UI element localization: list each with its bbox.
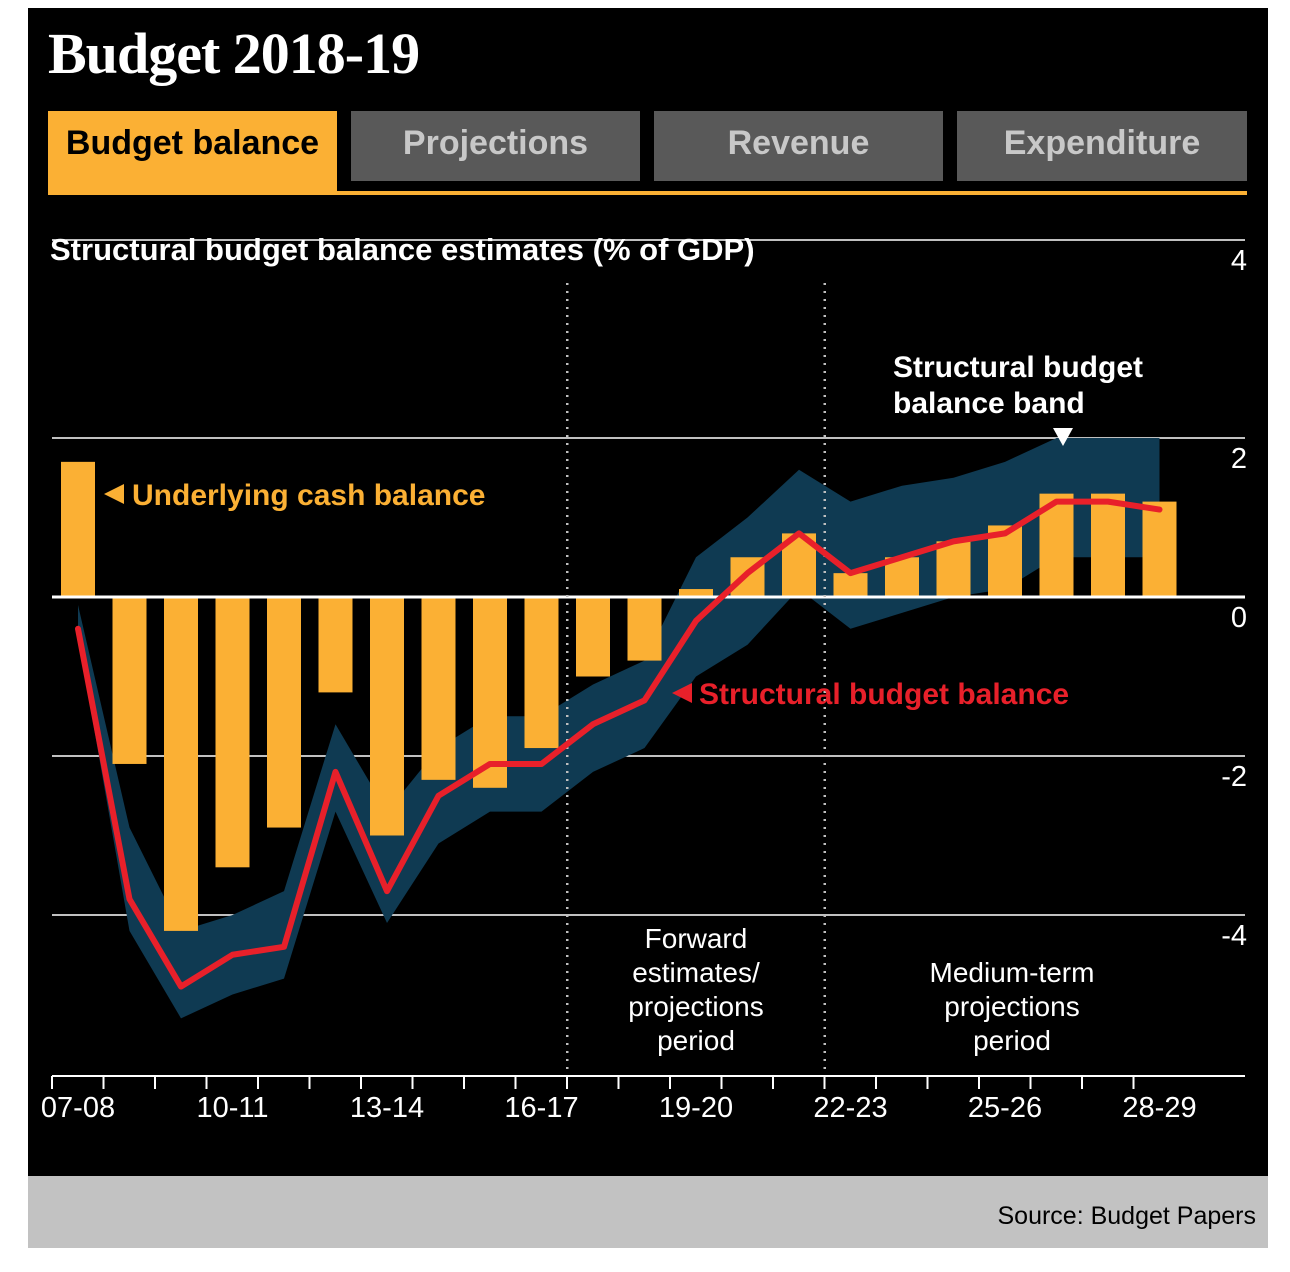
- bar-14-15: [421, 597, 456, 780]
- structural-balance-label: Structural budget balance: [699, 678, 1069, 711]
- x-tick-label-28-29: 28-29: [1122, 1092, 1196, 1124]
- bar-19-20: [679, 589, 713, 597]
- bar-11-12: [267, 597, 301, 828]
- bar-16-17: [524, 597, 559, 749]
- structural-balance-line: [75, 498, 1163, 990]
- x-axis: 07-08 10-11 13-14 16-17 19-20 22-23 25-26 28-29: [41, 1075, 1245, 1124]
- band-label-arrow: [1053, 428, 1073, 446]
- bar-10-11: [215, 597, 250, 868]
- band-label-line-1: Structural budget: [893, 351, 1143, 384]
- forward-period-line-3: projections: [628, 991, 763, 1022]
- tab-underline: [48, 191, 1247, 195]
- tab-revenue[interactable]: Revenue: [654, 111, 943, 181]
- y-axis-labels: 4 2 0 -2 -4: [1221, 245, 1247, 952]
- x-tick-label-19-20: 19-20: [659, 1092, 733, 1124]
- tab-expenditure[interactable]: Expenditure: [957, 111, 1247, 181]
- medium-period-line-1: Medium-term: [930, 957, 1095, 988]
- bar-17-18: [576, 597, 610, 677]
- cash-balance-label: Underlying cash balance: [132, 479, 485, 512]
- x-tick-label-25-26: 25-26: [968, 1092, 1042, 1124]
- bar-15-16: [473, 597, 507, 788]
- y-tick-label--4: -4: [1221, 920, 1247, 952]
- bar-13-14: [370, 597, 404, 836]
- medium-period-line-3: period: [973, 1025, 1051, 1056]
- bar-22-23: [833, 573, 868, 597]
- y-tick-label-4: 4: [1231, 245, 1247, 277]
- bar-27-28: [1091, 493, 1125, 597]
- x-tick-label-16-17: 16-17: [504, 1092, 578, 1124]
- cash-balance-bars: [61, 461, 1177, 931]
- forward-period-line-1: Forward: [645, 923, 748, 954]
- bar-07-08: [61, 461, 95, 597]
- structural-label-arrow: [672, 683, 692, 703]
- cash-label-arrow: [104, 484, 124, 504]
- x-tick-label-10-11: 10-11: [196, 1092, 268, 1124]
- tab-budget-balance[interactable]: Budget balance: [48, 111, 337, 195]
- page-title: Budget 2018-19: [48, 21, 420, 86]
- x-tick-label-07-08: 07-08: [41, 1092, 115, 1124]
- y-tick-label-0: 0: [1231, 602, 1247, 634]
- bar-08-09: [112, 597, 147, 764]
- tab-projections[interactable]: Projections: [351, 111, 640, 181]
- source-note: Source: Budget Papers: [997, 1202, 1257, 1230]
- medium-period-line-2: projections: [944, 991, 1079, 1022]
- bar-12-13: [318, 597, 353, 693]
- y-tick-label--2: -2: [1221, 761, 1247, 793]
- y-tick-label-2: 2: [1231, 443, 1247, 475]
- bar-09-10: [164, 597, 198, 931]
- bar-18-19: [627, 597, 662, 661]
- forward-period-line-2: estimates/: [632, 957, 760, 988]
- chart-title: Structural budget balance estimates (% o…: [50, 232, 755, 267]
- bar-28-29: [1142, 501, 1177, 597]
- band-label-line-2: balance band: [893, 387, 1085, 420]
- forward-period-line-4: period: [657, 1025, 735, 1056]
- bar-24-25: [936, 541, 971, 597]
- footer: Source: Budget Papers: [28, 1176, 1268, 1248]
- x-tick-label-13-14: 13-14: [350, 1092, 424, 1124]
- x-tick-label-22-23: 22-23: [813, 1092, 887, 1124]
